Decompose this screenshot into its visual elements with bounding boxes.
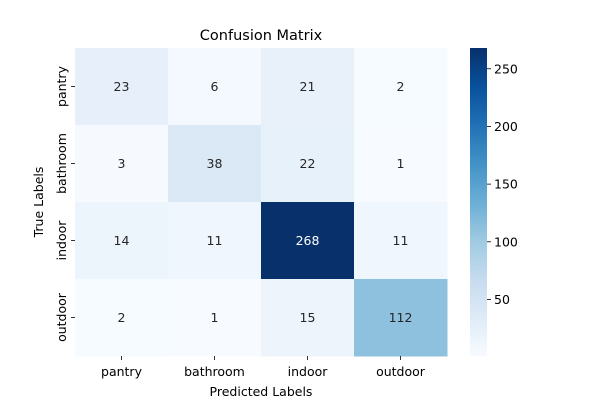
colorbar [470, 48, 487, 356]
colorbar-tick-label: 100 [494, 234, 518, 249]
cell-value-label: 3 [118, 156, 126, 171]
heatmap-cell [354, 125, 448, 203]
cell-value-label: 1 [211, 310, 219, 325]
cell-value-label: 21 [300, 79, 316, 94]
heatmap-cell [168, 202, 262, 280]
heatmap-cell-labels: 23 6 21 23 38 22 114 11 268 112 1 15 112 [114, 79, 413, 325]
heatmap-cell [75, 279, 169, 357]
y-tick-label: pantry [54, 65, 69, 107]
chart-title: Confusion Matrix [200, 28, 323, 44]
y-tick-label: bathroom [54, 133, 69, 194]
x-axis-label: Predicted Labels [210, 384, 313, 399]
heatmap-cell [75, 125, 169, 203]
y-tick-label: outdoor [54, 292, 69, 342]
cell-value-label: 22 [300, 156, 316, 171]
cell-value-label: 1 [397, 156, 405, 171]
x-tick-label: indoor [288, 364, 329, 379]
cell-value-label: 15 [300, 310, 316, 325]
heatmap-cell [168, 48, 262, 126]
cell-value-label: 23 [114, 79, 130, 94]
cell-value-label: 11 [393, 233, 409, 248]
y-axis-label: True Labels [31, 167, 46, 239]
heatmap-cell [261, 279, 355, 357]
y-axis-ticks: pantry bathroom indoor outdoor [54, 65, 75, 342]
colorbar-tick-label: 200 [494, 119, 518, 134]
x-tick-label: outdoor [376, 364, 426, 379]
cell-value-label: 6 [211, 79, 219, 94]
cell-value-label: 14 [114, 233, 130, 248]
x-tick-label: pantry [101, 364, 143, 379]
colorbar-tick-label: 50 [494, 292, 510, 307]
heatmap-cell [75, 48, 169, 126]
y-tick-label: indoor [54, 220, 69, 261]
x-axis-ticks: pantry bathroom indoor outdoor [101, 356, 426, 379]
heatmap-cell [168, 279, 262, 357]
heatmap-cell [261, 125, 355, 203]
cell-value-label: 2 [118, 310, 126, 325]
heatmap-cell [354, 279, 448, 357]
cell-value-label: 112 [389, 310, 413, 325]
x-tick-label: bathroom [184, 364, 245, 379]
colorbar-tick-label: 150 [494, 177, 518, 192]
heatmap-cells [75, 48, 448, 357]
cell-value-label: 11 [207, 233, 223, 248]
cell-value-label: 38 [207, 156, 223, 171]
heatmap-cell [168, 125, 262, 203]
cell-value-label: 268 [296, 233, 320, 248]
heatmap-cell [354, 202, 448, 280]
cell-value-label: 2 [397, 79, 405, 94]
heatmap-cell [261, 202, 355, 280]
colorbar-tick-label: 250 [494, 61, 518, 76]
heatmap-cell [261, 48, 355, 126]
heatmap-cell [75, 202, 169, 280]
colorbar-ticks: 50 100 150 200 250 [487, 61, 518, 307]
heatmap-cell [354, 48, 448, 126]
